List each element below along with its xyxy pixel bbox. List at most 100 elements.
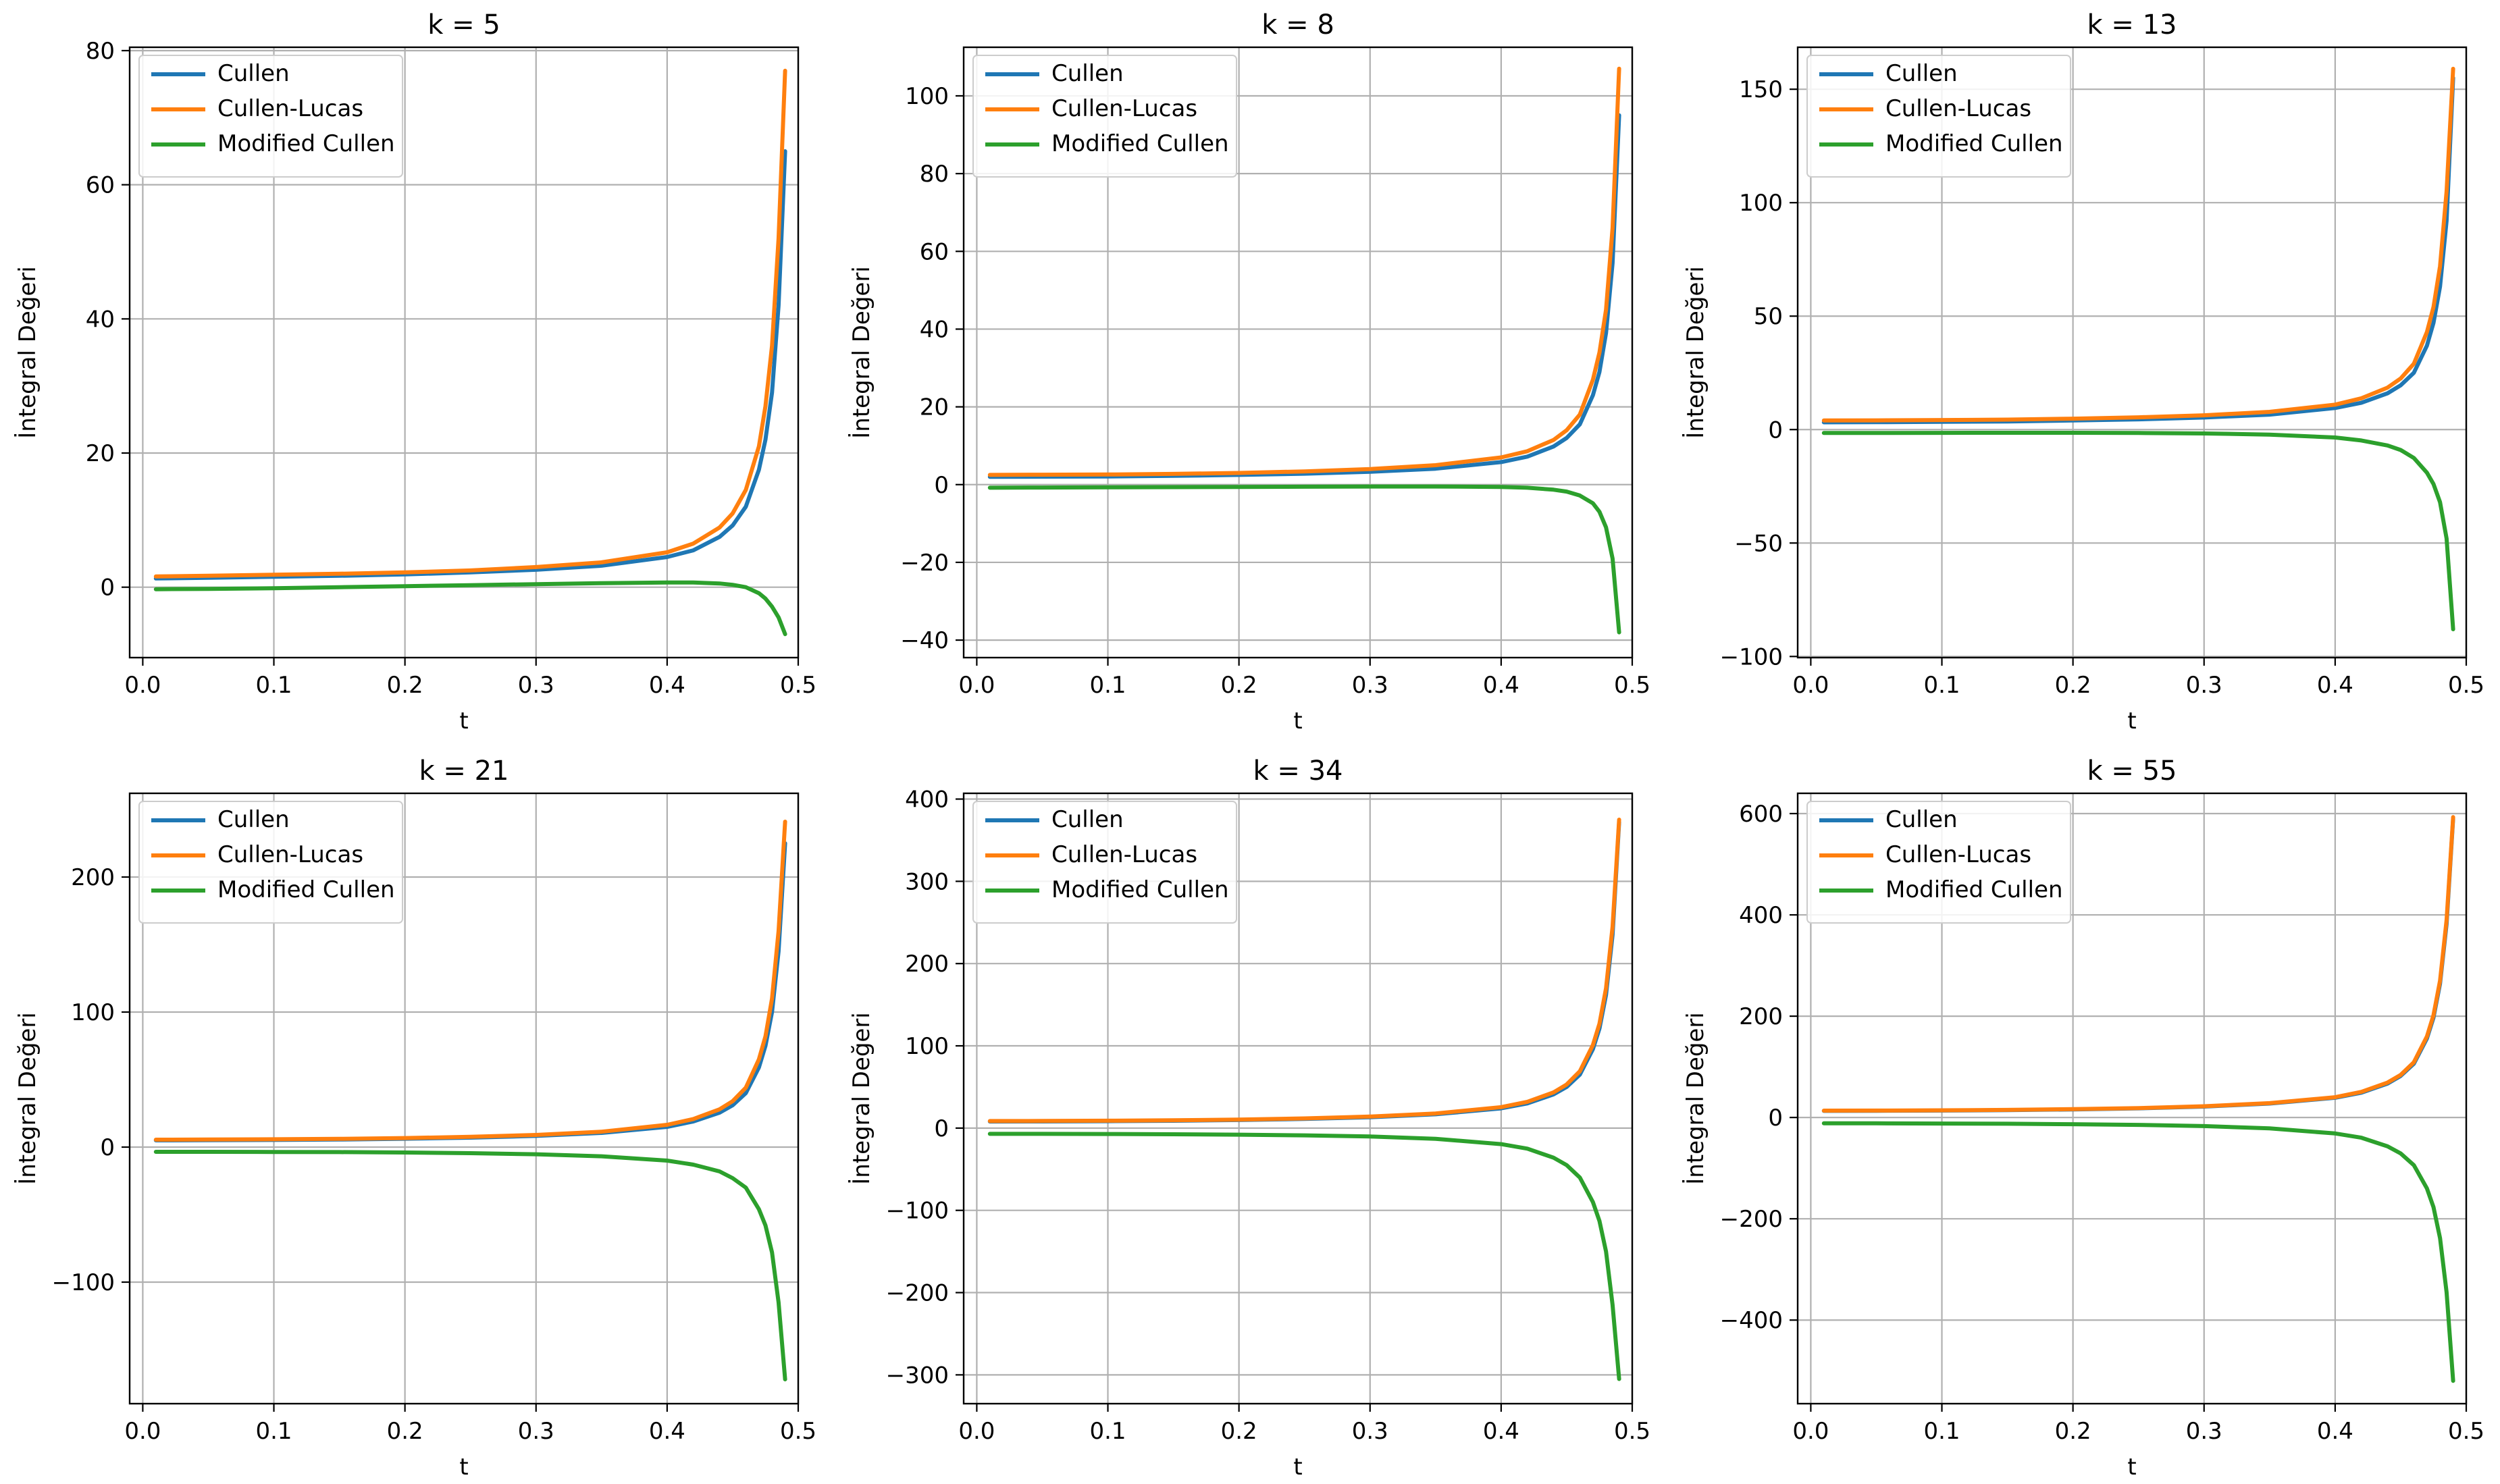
subplot-3: 0.0 0.1 0.2 0.3 0.4 0.5 −100 0 100 200 k = 21 t İnte… [14,756,816,1481]
x-tick-label: 0.3 [2186,1418,2222,1445]
legend-label: Cullen-Lucas [1885,841,2031,868]
x-tick-label: 0.0 [1792,672,1829,699]
x-tick-label: 0.4 [649,672,685,699]
series-line-modified-cullen [153,1150,787,1381]
x-tick-label: 0.1 [1923,1418,1960,1445]
legend: Cullen Cullen-Lucas Modified Cullen [138,801,403,924]
y-tick-label: 150 [1739,76,1783,103]
x-tick-label: 0.4 [2317,672,2353,699]
y-axis-label: İntegral Değeri [14,266,41,439]
legend: Cullen Cullen-Lucas Modified Cullen [138,55,403,178]
y-tick-label: 300 [905,868,949,895]
y-axis-label: İntegral Değeri [1682,1012,1709,1185]
x-tick-label: 0.2 [387,672,423,699]
axes-frame [128,46,800,659]
series-group [1821,815,2455,1383]
legend-label: Modified Cullen [1885,130,2063,157]
x-tick-label: 0.4 [649,1418,685,1445]
legend-label: Cullen [217,60,290,87]
x-tick-label: 0.4 [1483,672,1519,699]
y-tick-label: 0 [934,472,949,499]
x-tick-label: 0.0 [124,672,161,699]
axes-frame [962,46,1634,659]
legend-label: Cullen-Lucas [1051,841,1197,868]
legend-label: Cullen-Lucas [217,841,363,868]
series-group [1821,66,2455,631]
y-tick-label: −100 [1720,643,1783,670]
x-axis-label: t [1293,1454,1302,1481]
legend-label: Modified Cullen [1051,876,1229,903]
series-line-cullen-lucas [153,820,787,1142]
series-line-modified-cullen [987,484,1621,635]
subplot-5: 0.0 0.1 0.2 0.3 0.4 0.5 −400 −200 0 200 400 600 k = … [1682,756,2484,1481]
series-line-cullen-lucas [153,68,787,579]
y-tick-label: 100 [905,1033,949,1060]
axes-frame [1796,46,2468,659]
series-group [987,818,1621,1381]
x-tick-label: 0.3 [1352,672,1388,699]
y-tick-label: −200 [1720,1206,1783,1233]
series-group [153,820,787,1381]
y-tick-label: 0 [100,1134,115,1161]
panel-title: k = 21 [419,756,509,787]
subplot-2: 0.0 0.1 0.2 0.3 0.4 0.5 −100 −50 0 50 100 150 k = 13… [1682,9,2484,735]
x-tick-label: 0.3 [2186,672,2222,699]
y-tick-label: 100 [71,999,115,1026]
y-tick-label: 20 [86,440,115,467]
y-tick-label: 0 [934,1115,949,1142]
x-tick-label: 0.1 [1923,672,1960,699]
legend-label: Cullen-Lucas [1051,95,1197,122]
y-tick-label: 400 [905,787,949,814]
x-tick-label: 0.5 [780,672,816,699]
y-tick-label: −400 [1720,1307,1783,1334]
subplot-4: 0.0 0.1 0.2 0.3 0.4 0.5 −300 −200 −100 0 100 200 300… [848,756,1650,1481]
axes-frame [962,792,1634,1405]
y-axis-label: İntegral Değeri [1682,266,1709,439]
legend-label: Modified Cullen [217,130,395,157]
legend-label: Modified Cullen [1051,130,1229,157]
legend: Cullen Cullen-Lucas Modified Cullen [972,55,1237,178]
x-tick-label: 0.2 [1221,672,1257,699]
y-tick-label: 0 [100,575,115,602]
legend: Cullen Cullen-Lucas Modified Cullen [1806,801,2071,924]
y-tick-label: −300 [886,1362,949,1389]
y-tick-label: −40 [900,627,949,654]
y-tick-label: 0 [1768,417,1783,444]
x-tick-label: 0.5 [2448,672,2484,699]
series-line-modified-cullen [153,580,787,637]
series-line-cullen-lucas [1821,66,2455,423]
legend: Cullen Cullen-Lucas Modified Cullen [1806,55,2071,178]
x-tick-label: 0.5 [2448,1418,2484,1445]
legend-label: Cullen-Lucas [217,95,363,122]
legend-label: Modified Cullen [1885,876,2063,903]
x-axis-label: t [2127,1454,2136,1481]
y-tick-label: 20 [920,394,949,421]
x-tick-label: 0.2 [2055,672,2091,699]
series-line-cullen-lucas [987,66,1621,477]
series-group [987,66,1621,635]
x-tick-label: 0.5 [780,1418,816,1445]
series-line-cullen [153,149,787,581]
legend-label: Cullen [217,806,290,833]
x-tick-label: 0.0 [124,1418,161,1445]
x-axis-label: t [1293,708,1302,735]
y-tick-label: 400 [1739,902,1783,929]
legend: Cullen Cullen-Lucas Modified Cullen [972,801,1237,924]
y-tick-label: 100 [1739,190,1783,217]
y-axis-label: İntegral Değeri [848,266,875,439]
x-tick-label: 0.4 [1483,1418,1519,1445]
x-tick-label: 0.3 [518,1418,554,1445]
legend-label: Cullen [1051,806,1124,833]
axes-frame [1796,792,2468,1405]
y-tick-label: 60 [920,238,949,265]
x-tick-label: 0.0 [1792,1418,1829,1445]
x-tick-label: 0.3 [1352,1418,1388,1445]
x-tick-label: 0.0 [958,672,995,699]
y-axis-label: İntegral Değeri [848,1012,875,1185]
y-tick-label: 200 [1739,1003,1783,1030]
x-tick-label: 0.1 [255,672,292,699]
x-tick-label: 0.2 [2055,1418,2091,1445]
legend-label: Cullen [1885,60,1958,87]
x-axis-label: t [459,708,468,735]
